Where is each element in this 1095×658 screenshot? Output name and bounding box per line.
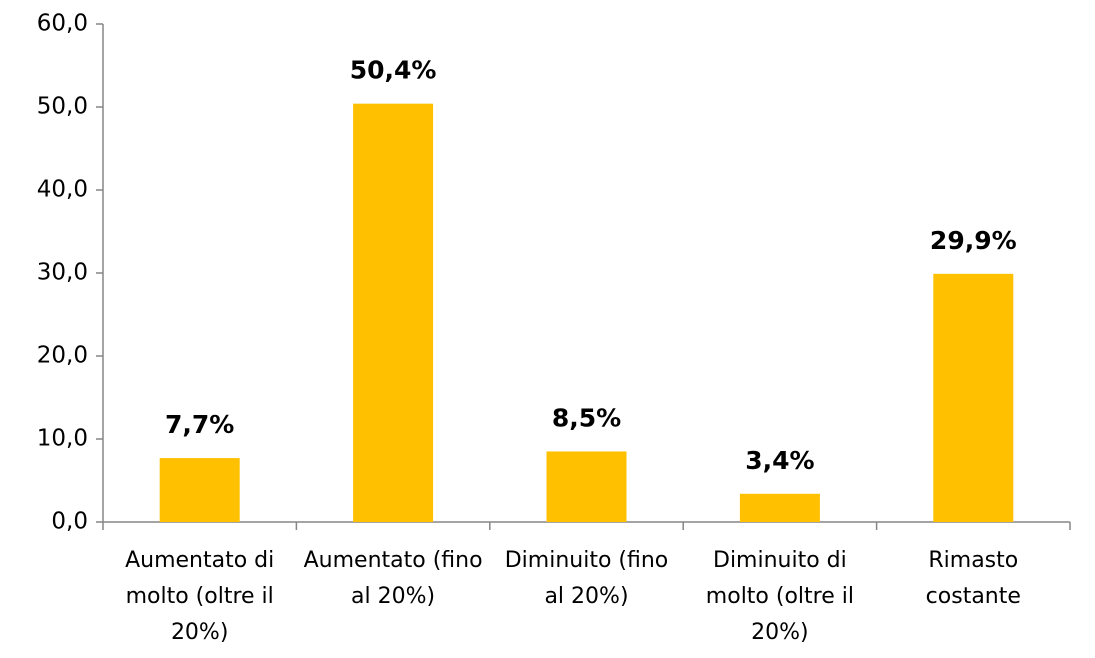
- y-tick-label: 10,0: [37, 426, 88, 452]
- x-tick-label: Diminuito di molto (oltre il 20%): [705, 548, 854, 645]
- bar: [933, 273, 1014, 522]
- bar: [739, 493, 820, 522]
- value-label: 3,4%: [745, 446, 814, 475]
- bar: [159, 458, 240, 522]
- y-tick-label: 50,0: [37, 94, 88, 120]
- value-label: 7,7%: [165, 410, 234, 439]
- x-tick-label: Rimasto costante: [925, 548, 1021, 609]
- y-tick-label: 20,0: [37, 343, 88, 369]
- y-tick-label: 40,0: [37, 177, 88, 203]
- x-tick-label: Aumentato di molto (oltre il 20%): [125, 548, 275, 645]
- y-tick-label: 60,0: [37, 11, 88, 37]
- x-tick-label: Aumentato (fino al 20%): [303, 548, 483, 609]
- value-label: 8,5%: [552, 403, 621, 432]
- y-tick-label: 30,0: [37, 260, 88, 286]
- bar: [546, 451, 627, 522]
- x-tick-label: Diminuito (fino al 20%): [504, 548, 669, 609]
- value-label: 50,4%: [350, 56, 437, 85]
- bar: [353, 103, 434, 523]
- value-label: 29,9%: [930, 226, 1017, 255]
- y-tick-label: 0,0: [51, 509, 88, 535]
